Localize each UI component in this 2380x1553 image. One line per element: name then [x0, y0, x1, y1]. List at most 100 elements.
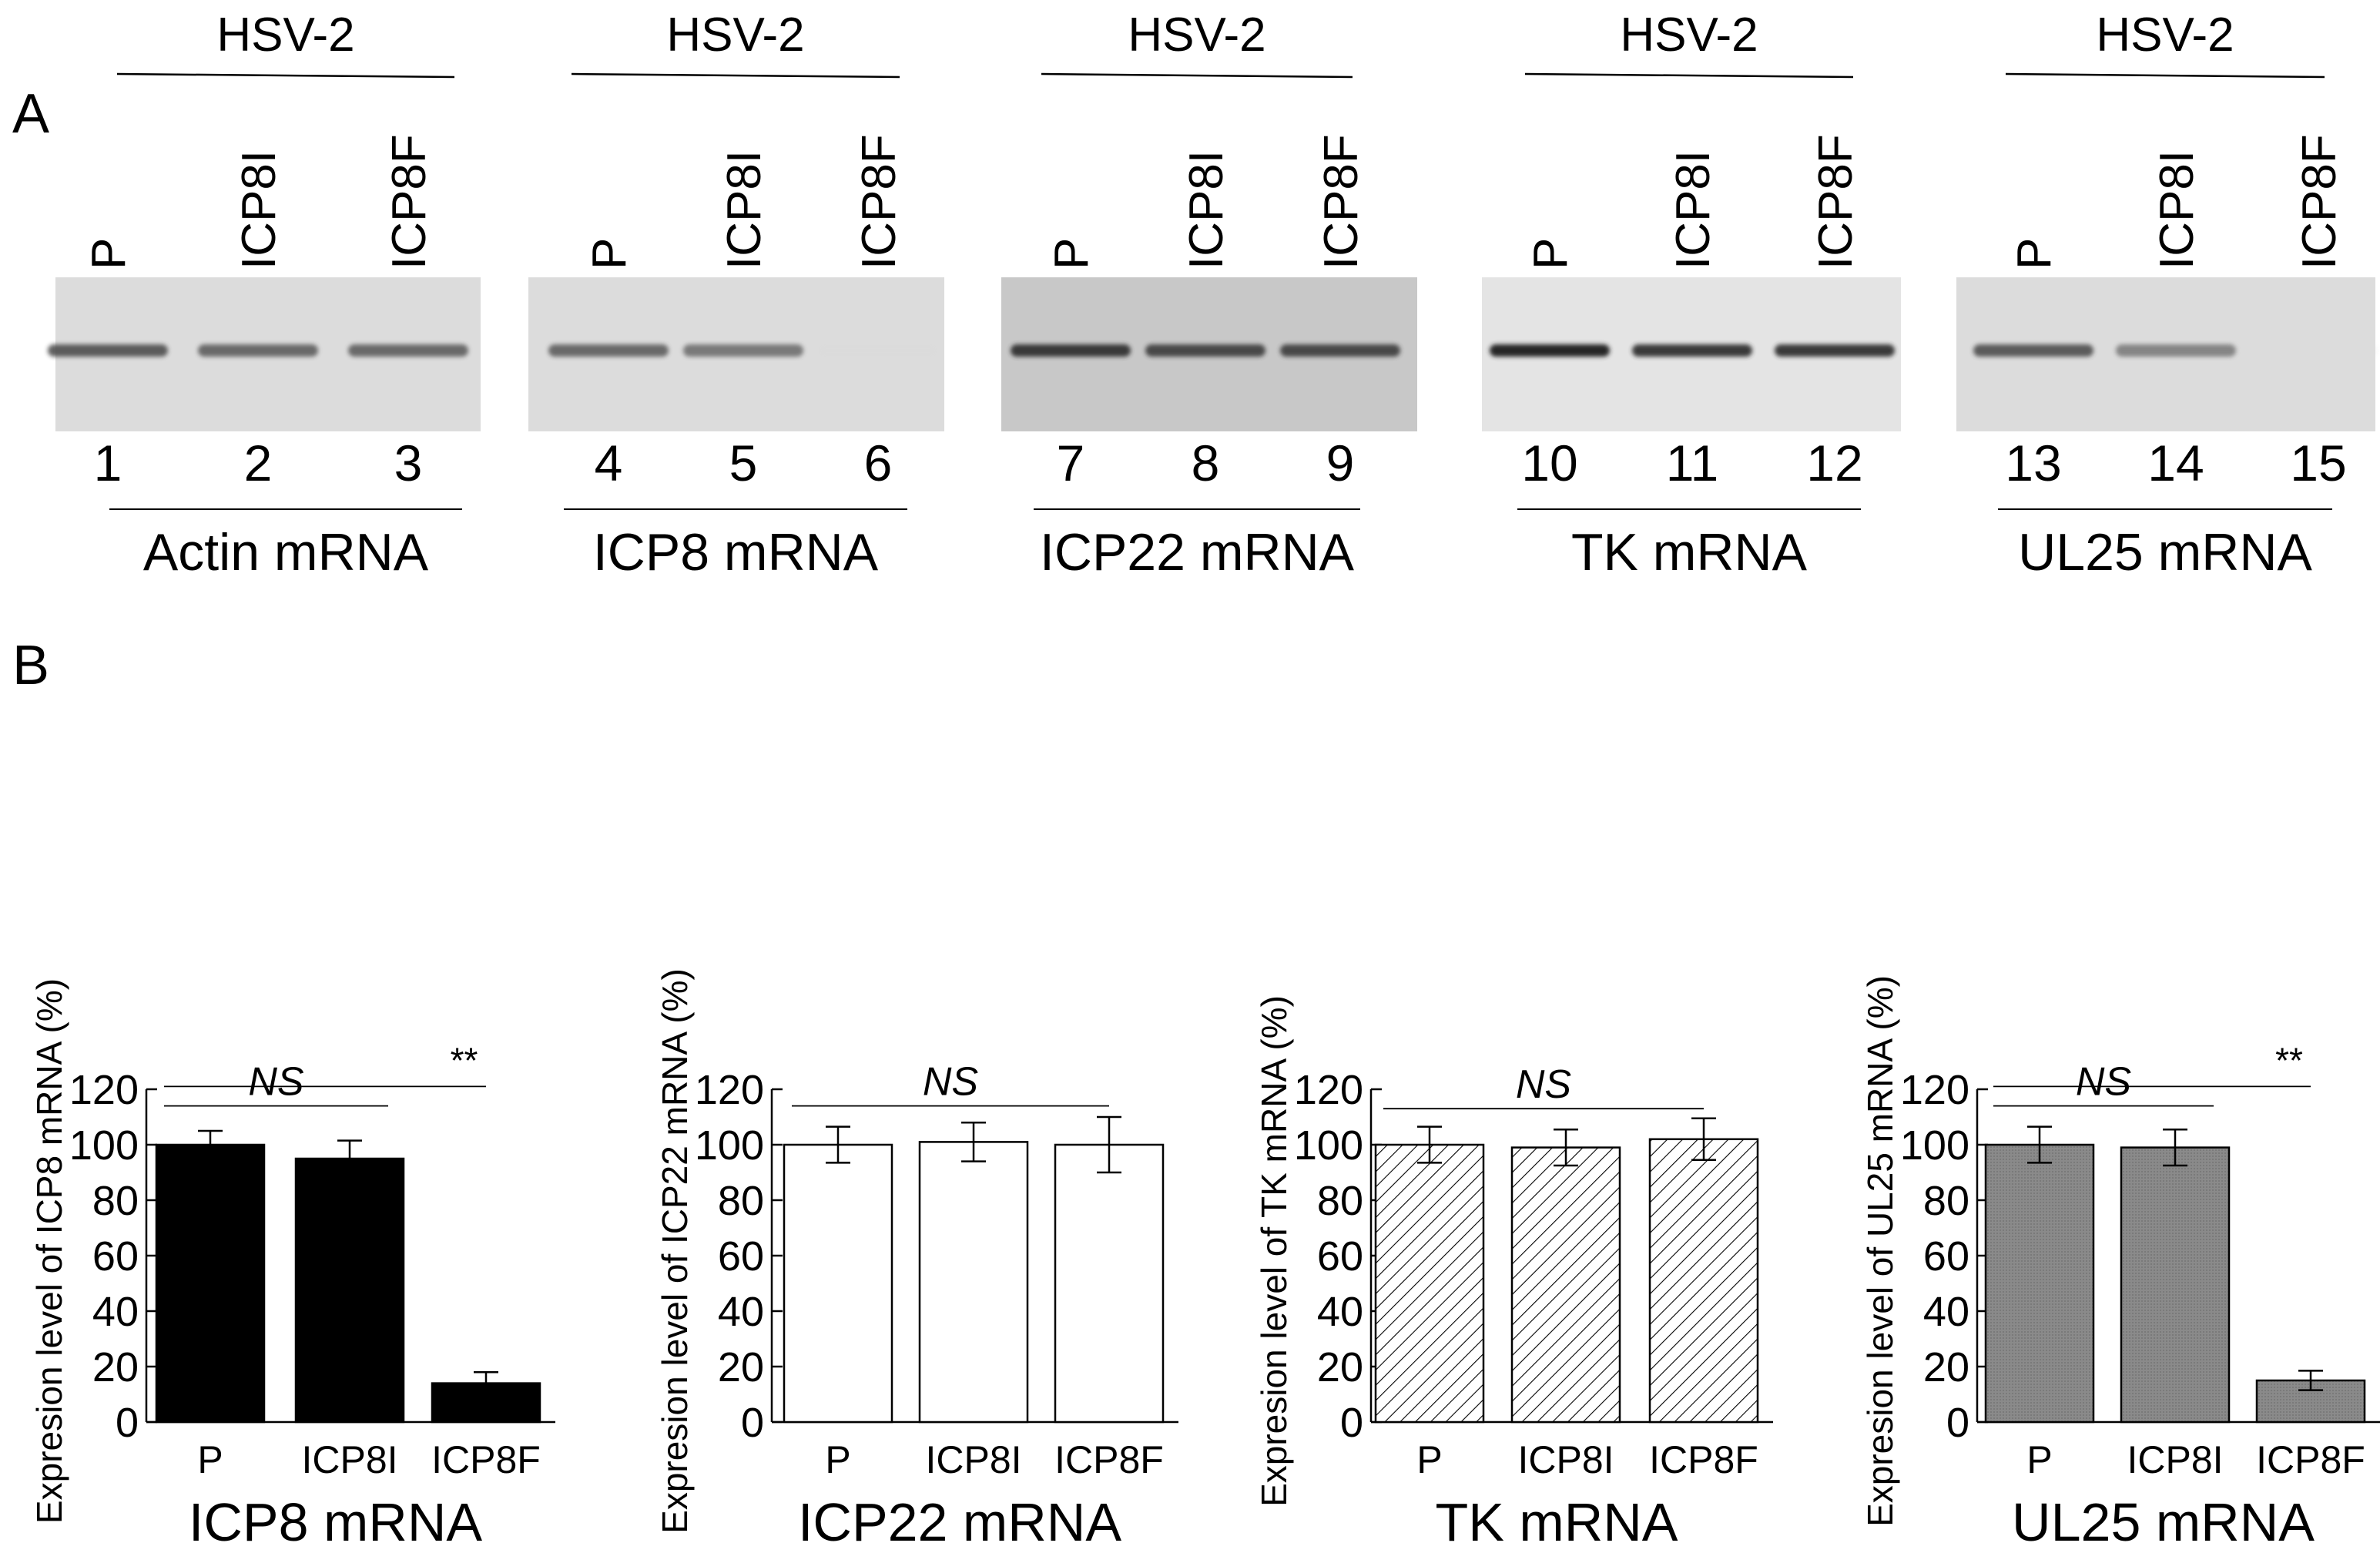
- lane-label: P: [1045, 238, 1098, 270]
- y-tick-label: 20: [92, 1344, 139, 1390]
- panel-label-b: B: [12, 635, 49, 696]
- gel-group-line: [1524, 72, 1854, 79]
- x-tick-label: ICP8I: [925, 1438, 1021, 1481]
- y-tick-label: 0: [1946, 1400, 1969, 1446]
- lane-label: ICP8I: [233, 150, 286, 270]
- significance-label: NS: [2076, 1060, 2132, 1105]
- gel-band: [683, 344, 803, 357]
- gel-5: HSV-2 P ICP8I ICP8F 13 14 15 UL25 mRNA: [1956, 8, 2378, 582]
- chart-title: ICP8 mRNA: [189, 1492, 482, 1552]
- gel-caption: UL25 mRNA: [2018, 523, 2312, 582]
- error-bar: [961, 1121, 986, 1162]
- lane-label: P: [583, 238, 636, 270]
- gel-band: [548, 344, 669, 357]
- gel-caption: TK mRNA: [1571, 523, 1808, 582]
- y-tick-label: 80: [92, 1178, 139, 1224]
- error-bar: [2163, 1128, 2187, 1167]
- y-tick-label: 120: [69, 1067, 139, 1113]
- chart-title: UL25 mRNA: [2012, 1492, 2315, 1552]
- lane-label: ICP8I: [718, 150, 771, 270]
- error-bar: [1691, 1117, 1716, 1162]
- y-tick-label: 40: [1317, 1289, 1363, 1335]
- y-tick-label: 40: [92, 1289, 139, 1335]
- gel-band: [1280, 344, 1400, 357]
- significance-label: **: [451, 1040, 478, 1080]
- error-bar: [1097, 1115, 1121, 1174]
- lane-label: ICP8F: [853, 134, 906, 270]
- y-tick-label: 20: [1923, 1344, 1969, 1390]
- gel-group-label: HSV-2: [1620, 8, 1758, 62]
- gel-band: [1973, 344, 2093, 357]
- significance-annotation: NS: [164, 1060, 388, 1107]
- gel-2: HSV-2 P ICP8I ICP8F 4 5 6 ICP8 mRNA: [528, 8, 944, 582]
- error-bar: [1417, 1125, 1442, 1164]
- lane-number: 4: [595, 434, 623, 491]
- gel-band: [48, 344, 168, 357]
- y-tick-label: 60: [1317, 1233, 1363, 1280]
- lane-label: ICP8I: [1180, 150, 1233, 270]
- y-tick-label: 40: [718, 1289, 764, 1335]
- significance-label: **: [2275, 1040, 2303, 1080]
- gel-3: HSV-2 P ICP8I ICP8F 7 8 9 ICP22 mRNA: [1001, 8, 1417, 582]
- x-tick-label: ICP8F: [2256, 1438, 2365, 1481]
- gel-group-line: [571, 72, 900, 79]
- bar-p: [155, 1143, 266, 1424]
- x-tick-label: ICP8I: [1517, 1438, 1614, 1481]
- lane-label: ICP8F: [1315, 134, 1368, 270]
- lane-label: ICP8F: [383, 134, 436, 270]
- y-tick-label: 0: [116, 1400, 139, 1446]
- chart-title: TK mRNA: [1436, 1492, 1678, 1552]
- y-tick-label: 60: [718, 1233, 764, 1280]
- significance-annotation: **: [164, 1040, 486, 1088]
- error-bar: [826, 1125, 850, 1164]
- x-tick-label: ICP8F: [1649, 1438, 1758, 1481]
- y-tick-label: 80: [718, 1178, 764, 1224]
- panel-label-a: A: [12, 83, 49, 145]
- y-tick-label: 0: [741, 1400, 764, 1446]
- lane-label: ICP8I: [2150, 150, 2204, 270]
- y-axis-label: Expresion level of ICP8 mRNA (%): [29, 978, 69, 1524]
- lane-number: 7: [1057, 434, 1085, 491]
- gel-band: [1490, 344, 1610, 357]
- bar-p: [783, 1143, 893, 1424]
- lane-number: 5: [729, 434, 758, 491]
- lane-label: ICP8F: [1809, 134, 1862, 270]
- y-tick-label: 100: [1900, 1122, 1969, 1169]
- gel-group-line: [2005, 72, 2325, 79]
- x-tick-label: ICP8I: [301, 1438, 397, 1481]
- gel-1: HSV-2 P ICP8I ICP8F 1 2 3 Actin mRNA: [48, 8, 481, 582]
- gel-band: [818, 344, 938, 357]
- gel-band: [2116, 344, 2236, 357]
- lane-label: P: [1524, 238, 1577, 270]
- y-tick-label: 60: [1923, 1233, 1969, 1280]
- gel-band: [1011, 344, 1131, 357]
- error-bar: [337, 1139, 362, 1159]
- lane-number: 3: [394, 434, 423, 491]
- x-tick-label: P: [825, 1438, 850, 1481]
- lane-label: ICP8I: [1667, 150, 1720, 270]
- y-tick-label: 60: [92, 1233, 139, 1280]
- error-bar: [1554, 1128, 1578, 1167]
- bar-icp8f: [431, 1382, 541, 1424]
- significance-annotation: NS: [1993, 1060, 2214, 1107]
- gel-group-label: HSV-2: [216, 8, 354, 62]
- significance-annotation: NS: [792, 1060, 1109, 1107]
- x-tick-label: ICP8F: [1054, 1438, 1164, 1481]
- significance-label: NS: [923, 1060, 979, 1105]
- error-bar: [2027, 1125, 2052, 1164]
- y-tick-label: 80: [1317, 1178, 1363, 1224]
- lane-number: 1: [94, 434, 122, 491]
- gel-group-line: [116, 72, 455, 79]
- lane-number: 14: [2147, 434, 2204, 491]
- x-tick-label: ICP8F: [431, 1438, 541, 1481]
- lane-number: 15: [2290, 434, 2346, 491]
- lane-label: P: [82, 238, 136, 270]
- lane-number: 11: [1666, 434, 1719, 491]
- y-tick-label: 80: [1923, 1178, 1969, 1224]
- bar-icp8i: [1510, 1146, 1621, 1424]
